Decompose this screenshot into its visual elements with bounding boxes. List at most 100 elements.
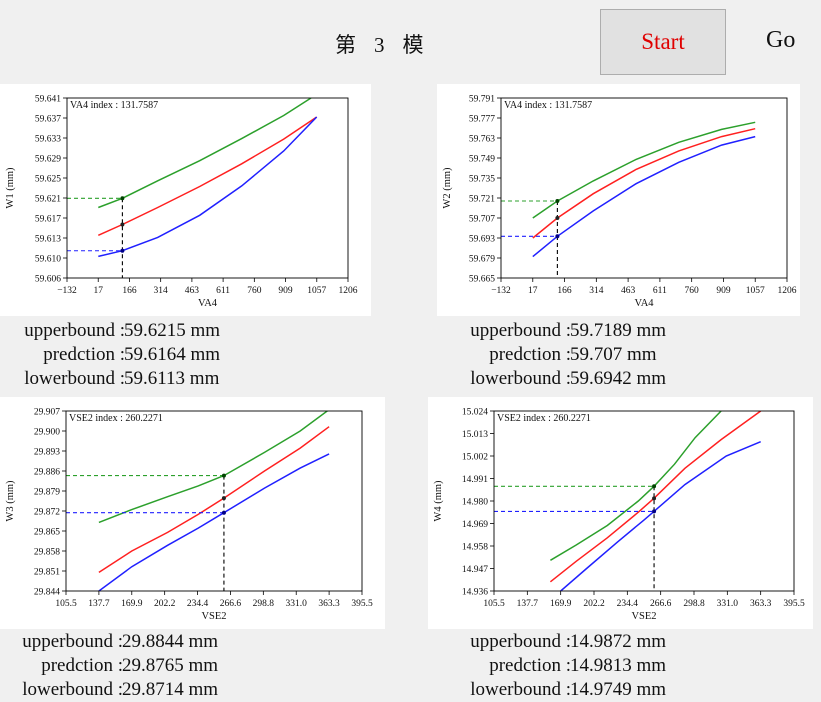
x-axis-label: VSE2 xyxy=(631,611,656,622)
prediction-value: 29.8765 mm xyxy=(122,655,219,676)
prediction-point xyxy=(555,216,560,220)
x-tick-label: 1057 xyxy=(746,286,765,296)
x-tick-label: 17 xyxy=(528,286,538,296)
y-tick-label: 59.791 xyxy=(469,95,495,105)
y-tick-label: 29.893 xyxy=(34,448,60,458)
x-axis-label: VA4 xyxy=(634,298,654,309)
series-line-pred xyxy=(549,411,762,583)
x-tick-label: 331.0 xyxy=(717,599,739,609)
x-tick-label: 314 xyxy=(589,286,604,296)
y-axis-label: W2 (mm) xyxy=(442,167,453,209)
upperbound-point xyxy=(555,199,560,203)
prediction-value: 14.9813 mm xyxy=(570,655,667,676)
x-tick-label: 166 xyxy=(122,286,137,296)
series-group xyxy=(97,98,318,258)
x-tick-label: 611 xyxy=(216,286,230,296)
x-tick-label: 298.8 xyxy=(683,599,705,609)
lowerbound-value: 29.8714 mm xyxy=(122,679,219,700)
y-tick-label: 59.777 xyxy=(469,115,495,125)
upperbound-label: upperbound : xyxy=(22,631,123,652)
upperbound-point xyxy=(120,196,125,201)
y-tick-label: 14.969 xyxy=(462,520,488,530)
x-tick-label: 909 xyxy=(278,286,293,296)
title-char-3: 模 xyxy=(402,33,424,57)
series-line-pred xyxy=(98,426,330,574)
x-tick-label: 266.6 xyxy=(220,599,242,609)
chart-w4: 105.5 137.7 169.9 202.2 234.4 266.6 298.8 331.0… xyxy=(433,408,805,623)
chart-panel-w3: 105.5 137.7 169.9 202.2 234.4 266.6 298.8 331.0… xyxy=(0,397,385,629)
x-axis-label: VA4 xyxy=(198,298,218,309)
prediction-point xyxy=(221,496,226,501)
x-tick-label: 202.2 xyxy=(154,599,176,609)
prediction-point xyxy=(120,222,125,227)
lowerbound-label: lowerbound : xyxy=(24,368,125,389)
readout-w1: upperbound :59.6215 mm predction :59.616… xyxy=(10,319,270,391)
x-tick-label: 1057 xyxy=(307,286,326,296)
y-tick-label: 59.617 xyxy=(35,215,61,225)
index-annotation: VSE2 index : 260.2271 xyxy=(69,413,163,424)
lowerbound-point xyxy=(221,510,226,515)
y-tick-label: 59.735 xyxy=(469,175,495,185)
x-tick-label: −132 xyxy=(57,286,77,296)
lowerbound-label: lowerbound : xyxy=(470,368,571,389)
y-tick-label: 59.606 xyxy=(35,275,61,285)
readout-w2: upperbound :59.7189 mm predction :59.707… xyxy=(456,319,716,391)
y-tick-label: 14.947 xyxy=(462,565,488,575)
y-tick-label: 59.679 xyxy=(469,255,495,265)
readout-w3: upperbound :29.8844 mm predction :29.876… xyxy=(8,630,268,702)
chart-panel-w1: −132 17 166 314 463 611 760 909 1057 1206 59.606 59… xyxy=(0,84,371,316)
series-line-lower xyxy=(98,453,330,591)
go-button[interactable]: Go xyxy=(766,27,796,53)
lowerbound-point xyxy=(120,248,125,253)
lowerbound-value: 14.9749 mm xyxy=(570,679,667,700)
series-group xyxy=(532,121,756,258)
x-tick-label: −132 xyxy=(491,286,511,296)
y-tick-label: 59.621 xyxy=(35,195,61,205)
y-tick-label: 59.641 xyxy=(35,95,61,105)
x-tick-label: 463 xyxy=(185,286,200,296)
prediction-label: predction : xyxy=(43,344,125,365)
y-tick-label: 14.958 xyxy=(462,543,488,553)
series-line-lower xyxy=(98,116,318,258)
chart-w2: −132 17 166 314 463 611 760 909 1057 1206 59.665 59… xyxy=(442,95,797,310)
series-line-upper xyxy=(98,411,329,524)
index-annotation: VA4 index : 131.7587 xyxy=(504,100,592,111)
x-tick-label: 17 xyxy=(93,286,103,296)
x-tick-label: 137.7 xyxy=(517,599,539,609)
upperbound-value: 59.7189 mm xyxy=(570,320,667,341)
plot-frame xyxy=(493,410,795,592)
index-annotation: VA4 index : 131.7587 xyxy=(70,100,158,111)
y-tick-label: 59.625 xyxy=(35,175,61,185)
upperbound-label: upperbound : xyxy=(24,320,125,341)
prediction-label: predction : xyxy=(489,655,571,676)
y-tick-label: 59.633 xyxy=(35,135,61,145)
chart-w1: −132 17 166 314 463 611 760 909 1057 1206 59.606 59… xyxy=(5,95,358,310)
y-tick-label: 15.013 xyxy=(462,430,488,440)
x-tick-label: 395.5 xyxy=(783,599,805,609)
y-tick-label: 59.749 xyxy=(469,155,495,165)
y-tick-label: 15.002 xyxy=(462,453,488,463)
upperbound-point xyxy=(221,473,226,478)
upperbound-label: upperbound : xyxy=(470,631,571,652)
x-tick-label: 105.5 xyxy=(483,599,505,609)
prediction-value: 59.707 mm xyxy=(570,344,657,365)
lowerbound-value: 59.6113 mm xyxy=(124,368,220,389)
y-axis-label: W4 (mm) xyxy=(433,480,444,522)
y-tick-label: 59.613 xyxy=(35,235,61,245)
x-tick-label: 137.7 xyxy=(88,599,110,609)
x-tick-label: 909 xyxy=(716,286,731,296)
prediction-value: 59.6164 mm xyxy=(124,344,221,365)
x-tick-label: 363.3 xyxy=(318,599,340,609)
chart-panel-w2: −132 17 166 314 463 611 760 909 1057 1206 59.665 59… xyxy=(437,84,800,316)
x-tick-label: 463 xyxy=(621,286,636,296)
y-tick-label: 59.763 xyxy=(469,135,495,145)
y-tick-label: 59.637 xyxy=(35,115,61,125)
prediction-label: predction : xyxy=(489,344,571,365)
upperbound-value: 29.8844 mm xyxy=(122,631,219,652)
start-button[interactable]: Start xyxy=(600,9,726,75)
y-axis-label: W1 (mm) xyxy=(5,167,16,209)
y-tick-label: 29.844 xyxy=(34,588,60,598)
x-tick-label: 298.8 xyxy=(253,599,275,609)
x-tick-label: 331.0 xyxy=(286,599,308,609)
